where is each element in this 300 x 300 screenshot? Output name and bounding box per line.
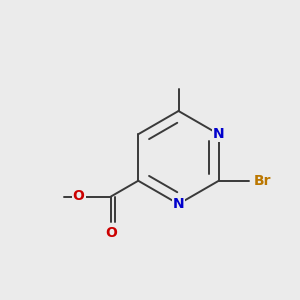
Text: O: O (105, 226, 117, 240)
Text: N: N (173, 197, 184, 211)
Text: Br: Br (253, 174, 271, 188)
Text: O: O (73, 190, 85, 203)
Text: N: N (213, 127, 225, 141)
